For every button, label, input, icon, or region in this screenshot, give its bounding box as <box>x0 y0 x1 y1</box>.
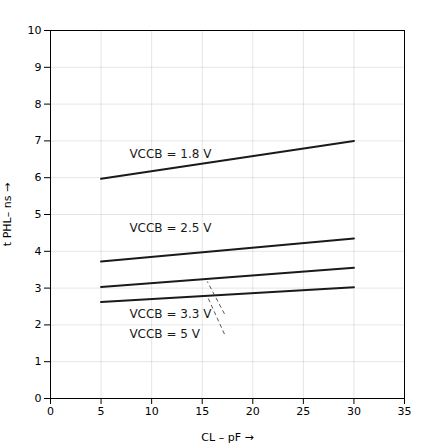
svg-text:20: 20 <box>246 405 260 418</box>
svg-text:5: 5 <box>98 405 105 418</box>
svg-text:30: 30 <box>347 405 361 418</box>
svg-text:5: 5 <box>35 208 42 221</box>
svg-text:3: 3 <box>35 282 42 295</box>
svg-text:10: 10 <box>145 405 159 418</box>
svg-text:VCCB = 5 V: VCCB = 5 V <box>129 327 200 341</box>
svg-text:1: 1 <box>35 355 42 368</box>
svg-text:VCCB = 3.3 V: VCCB = 3.3 V <box>129 307 212 321</box>
svg-text:8: 8 <box>35 98 42 111</box>
svg-text:7: 7 <box>35 134 42 147</box>
svg-text:4: 4 <box>35 245 42 258</box>
svg-text:35: 35 <box>398 405 412 418</box>
svg-text:6: 6 <box>35 171 42 184</box>
svg-text:VCCB = 2.5 V: VCCB = 2.5 V <box>129 221 212 235</box>
svg-text:15: 15 <box>195 405 209 418</box>
svg-text:0: 0 <box>47 405 54 418</box>
svg-text:10: 10 <box>28 24 42 37</box>
svg-text:0: 0 <box>35 392 42 405</box>
svg-text:CL – pF →: CL – pF → <box>201 431 253 443</box>
svg-text:9: 9 <box>35 61 42 74</box>
svg-text:t PHL– ns →: t PHL– ns → <box>1 183 14 246</box>
svg-text:2: 2 <box>35 318 42 331</box>
svg-text:VCCB = 1.8 V: VCCB = 1.8 V <box>129 147 212 161</box>
svg-text:25: 25 <box>296 405 310 418</box>
